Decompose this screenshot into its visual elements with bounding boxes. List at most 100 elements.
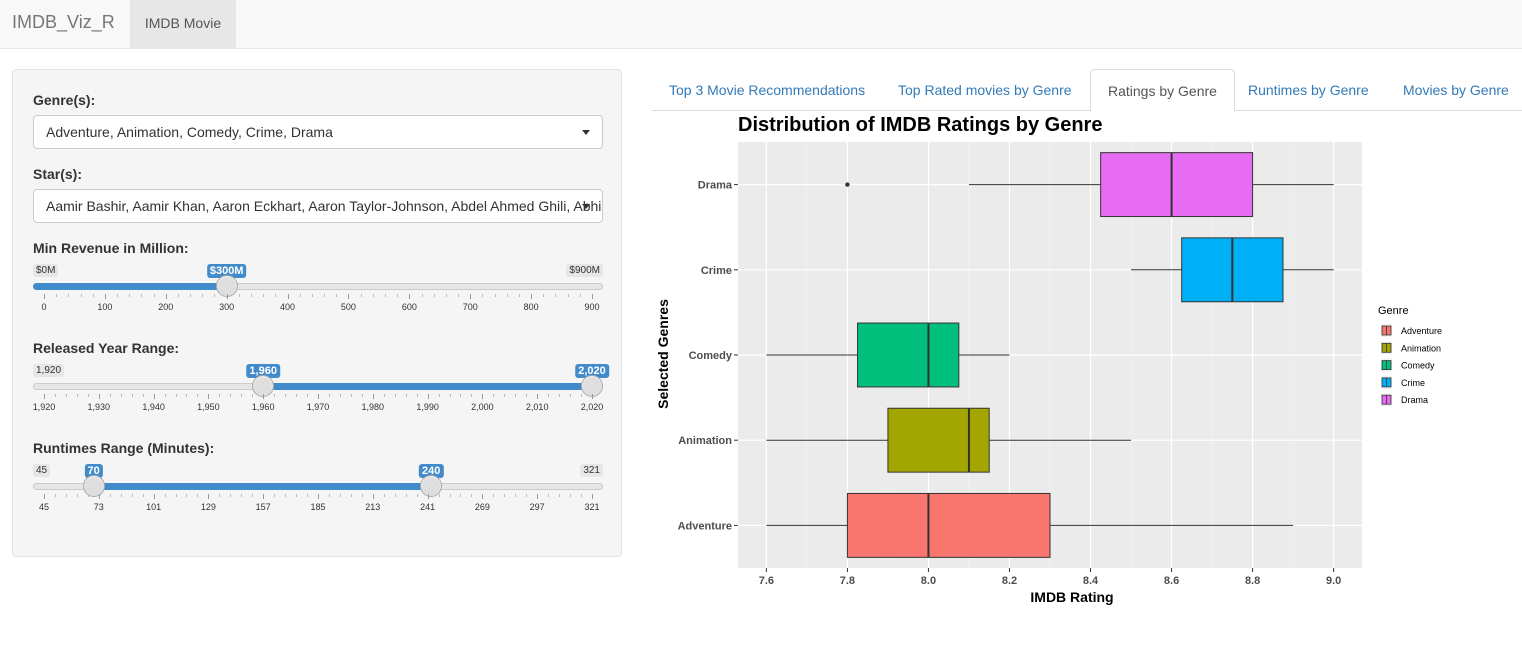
x-tick-label: 7.6 <box>759 575 774 587</box>
slider-tick <box>153 494 155 499</box>
nav-tab-imdb-movie[interactable]: IMDB Movie <box>130 0 236 48</box>
legend-label: Comedy <box>1401 361 1435 371</box>
slider-min-label: 1,920 <box>33 364 65 377</box>
slider-minor-tick <box>299 294 301 297</box>
slider-minor-tick <box>241 394 243 397</box>
slider-tick <box>104 294 106 299</box>
slider-minor-tick <box>360 294 362 297</box>
slider-minor-tick <box>581 394 583 397</box>
legend-label: Adventure <box>1401 326 1442 336</box>
slider-value-label: 70 <box>84 464 103 478</box>
slider-tick <box>287 294 289 299</box>
slider-tick-label: 45 <box>38 502 50 512</box>
slider-minor-tick <box>296 494 298 497</box>
slider-minor-tick <box>285 394 287 397</box>
slider-minor-tick <box>471 394 473 397</box>
slider-minor-tick <box>186 494 188 497</box>
slider-minor-tick <box>460 394 462 397</box>
slider-tick-label: 600 <box>401 302 417 312</box>
slider-minor-tick <box>336 294 338 297</box>
slider-minor-tick <box>251 294 253 297</box>
slider-minor-tick <box>274 394 276 397</box>
slider-minor-tick <box>68 294 70 297</box>
slider-minor-tick <box>120 494 122 497</box>
slider-minor-tick <box>526 494 528 497</box>
slider-tick-label: 1,970 <box>306 402 330 412</box>
runtime-range-slider[interactable]: 45 321 70 240 45 73 101 129 157 185 213 241 269 297 32… <box>33 464 603 524</box>
slider-tick <box>537 394 539 399</box>
slider-minor-tick <box>120 394 122 397</box>
star-select[interactable]: Aamir Bashir, Aamir Khan, Aaron Eckhart,… <box>33 189 603 223</box>
slider-selected-bar <box>263 383 592 390</box>
slider-handle[interactable] <box>420 475 443 497</box>
slider-minor-tick <box>384 294 386 297</box>
slider-minor-tick <box>197 394 199 397</box>
slider-tick-label: 1,920 <box>32 402 56 412</box>
slider-minor-tick <box>76 394 78 397</box>
slider-minor-tick <box>230 394 232 397</box>
slider-minor-tick <box>438 394 440 397</box>
genre-select[interactable]: Adventure, Animation, Comedy, Crime, Dra… <box>33 115 603 149</box>
tab-top-rated-by-genre[interactable]: Top Rated movies by Genre <box>898 82 1072 98</box>
slider-tick <box>44 494 45 499</box>
genre-select-value: Adventure, Animation, Comedy, Crime, Dra… <box>46 124 333 140</box>
slider-tick-label: 2,020 <box>580 402 604 412</box>
slider-minor-tick <box>275 294 277 297</box>
slider-minor-tick <box>526 394 528 397</box>
slider-tick-label: 200 <box>158 302 174 312</box>
slider-tick-label: 2,000 <box>471 402 494 412</box>
slider-minor-tick <box>397 294 399 297</box>
slider-tick <box>537 494 539 499</box>
slider-tick-label: 241 <box>420 502 436 512</box>
slider-tick <box>482 394 484 399</box>
slider-handle[interactable] <box>82 475 105 497</box>
slider-minor-tick <box>219 394 221 397</box>
slider-minor-tick <box>493 494 495 497</box>
y-axis-title: Selected Genres <box>655 299 671 409</box>
slider-selected-bar <box>33 283 227 290</box>
tab-runtimes-by-genre[interactable]: Runtimes by Genre <box>1248 82 1369 98</box>
navbar: IMDB_Viz_R IMDB Movie <box>0 0 1522 49</box>
slider-tick <box>318 494 319 499</box>
revenue-slider[interactable]: $0M $900M $300M 0 100 200 300 400 500 600 700 800 90… <box>33 264 603 324</box>
chart-title: Distribution of IMDB Ratings by Genre <box>738 114 1102 136</box>
x-axis-title: IMDB Rating <box>1030 589 1113 605</box>
tab-movies-by-genre[interactable]: Movies by Genre <box>1403 82 1509 98</box>
slider-minor-tick <box>117 294 119 297</box>
box-comedy <box>857 322 960 388</box>
tab-top-3-recommendations[interactable]: Top 3 Movie Recommendations <box>669 82 866 98</box>
year-range-slider[interactable]: 1,920 1,960 2,020 1,920 1,930 1,940 1,950 1,960… <box>32 364 609 424</box>
slider-tick <box>372 494 374 499</box>
slider-minor-tick <box>65 394 67 397</box>
app-brand[interactable]: IMDB_Viz_R <box>12 12 115 32</box>
slider-minor-tick <box>350 394 352 397</box>
tab-ratings-by-genre[interactable]: Ratings by Genre <box>1090 69 1235 112</box>
slider-tick <box>318 394 319 399</box>
slider-minor-tick <box>109 394 111 397</box>
slider-tick <box>208 494 210 499</box>
slider-minor-tick <box>581 494 583 497</box>
slider-minor-tick <box>175 494 177 497</box>
slider-min-label: 45 <box>33 464 51 477</box>
slider-minor-tick <box>54 394 56 397</box>
legend-title: Genre <box>1378 305 1409 317</box>
slider-minor-tick <box>328 494 330 497</box>
slider-tick-label: 297 <box>529 502 545 512</box>
slider-value-label: 2,020 <box>575 364 609 378</box>
slider-value-label: 1,960 <box>246 364 280 378</box>
slider-minor-tick <box>219 494 221 497</box>
slider-minor-tick <box>129 294 131 297</box>
slider-tick-label: 900 <box>584 302 600 312</box>
slider-minor-tick <box>87 494 89 497</box>
revenue-label: Min Revenue in Million: <box>33 240 189 256</box>
slider-minor-tick <box>186 394 188 397</box>
slider-minor-tick <box>92 294 94 297</box>
slider-tick-label: 1,930 <box>87 402 111 412</box>
slider-tick <box>208 394 210 399</box>
slider-minor-tick <box>214 294 216 297</box>
slider-tick-label: 73 <box>93 502 104 512</box>
slider-minor-tick <box>449 394 451 397</box>
slider-minor-tick <box>131 394 133 397</box>
x-tick-label: 9.0 <box>1326 575 1341 587</box>
slider-minor-tick <box>394 394 396 397</box>
